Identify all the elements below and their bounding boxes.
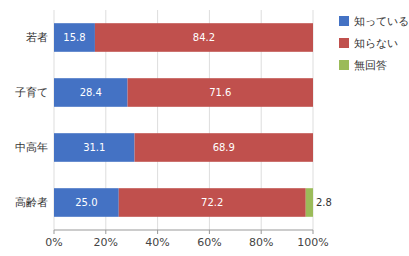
tick-mark — [313, 230, 314, 234]
data-label: 31.1 — [83, 142, 105, 153]
bar-segment — [306, 188, 313, 217]
data-label: 15.8 — [63, 32, 85, 43]
legend-label: 知らない — [354, 37, 398, 49]
tick-mark — [209, 230, 210, 234]
tick-mark — [105, 230, 106, 234]
category-label: 高齢者 — [15, 196, 48, 209]
data-label: 68.9 — [213, 142, 235, 153]
bar-segment — [54, 78, 128, 107]
bar-segment — [313, 78, 314, 107]
chart-container: 0% 20% 40% 60% 80% 100% 若者子育て中高年高齢者 15.8 28.4 31.… — [0, 0, 409, 256]
category-label: 子育て — [15, 86, 48, 99]
x-axis-line — [54, 230, 313, 231]
data-label: 71.6 — [209, 87, 231, 98]
tick-mark — [157, 230, 158, 234]
bar-segment — [95, 23, 313, 52]
tick-mark — [54, 230, 55, 234]
category-label: 中高年 — [15, 141, 48, 154]
legend-swatch — [339, 38, 349, 48]
bar-segment — [135, 133, 313, 162]
tick-label: 40% — [145, 236, 169, 249]
tick-mark — [261, 230, 262, 234]
legend: 知っている知らない無回答 — [339, 15, 409, 71]
data-label: 25.0 — [75, 197, 97, 208]
bar-segment — [54, 23, 95, 52]
data-label: 84.2 — [193, 32, 215, 43]
bar-segment — [313, 23, 314, 52]
tick-label: 20% — [94, 236, 118, 249]
bar-segment — [128, 78, 313, 107]
bar-segment — [119, 188, 306, 217]
data-label: 72.2 — [201, 197, 223, 208]
data-label: 2.8 — [316, 197, 332, 208]
bar-segment — [54, 133, 135, 162]
legend-label: 知っている — [354, 15, 409, 27]
data-label: 28.4 — [80, 87, 102, 98]
legend-label: 無回答 — [354, 59, 387, 71]
tick-label: 100% — [297, 236, 328, 249]
chart: 0% 20% 40% 60% 80% 100% 若者子育て中高年高齢者 15.8 28.4 31.… — [0, 0, 409, 256]
tick-label: 80% — [249, 236, 273, 249]
legend-swatch — [339, 16, 349, 26]
bar-segment — [54, 188, 119, 217]
tick-label: 60% — [197, 236, 221, 249]
category-label: 若者 — [26, 31, 48, 44]
grid — [54, 10, 313, 230]
tick-label: 0% — [45, 236, 62, 249]
bars — [54, 23, 313, 217]
data-labels: 15.8 28.4 31.1 25.0 84.2 71.6 68.9 72.2 2.8 — [63, 32, 332, 208]
bar-segment — [313, 133, 314, 162]
legend-swatch — [339, 60, 349, 70]
